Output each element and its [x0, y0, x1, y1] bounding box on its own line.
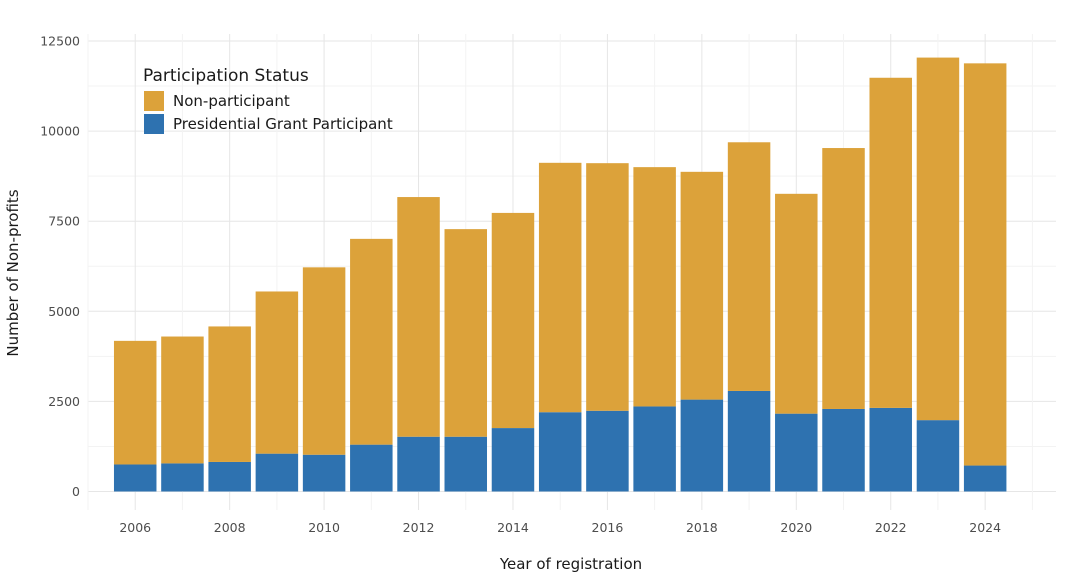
bar-non-participant-2023 — [916, 57, 960, 421]
bar-non-participant-2018 — [680, 171, 724, 400]
bar-presidential-grant-participant-2022 — [869, 407, 912, 492]
x-tick-label: 2016 — [592, 520, 624, 535]
bar-presidential-grant-participant-2016 — [586, 410, 629, 492]
legend-swatch-non-participant — [144, 91, 164, 111]
x-axis-ticks: 2006 2008 2010 2012 2014 2016 2018 2020 2022 2024 — [119, 520, 1001, 535]
bar-non-participant-2015 — [538, 162, 582, 413]
x-tick-label: 2008 — [214, 520, 246, 535]
bar-non-participant-2008 — [208, 326, 251, 462]
bar-non-participant-2016 — [586, 163, 629, 411]
bar-non-participant-2022 — [869, 77, 912, 408]
bar-non-participant-2020 — [775, 193, 818, 414]
legend: Participation Status Non-participant Pre… — [143, 66, 393, 134]
bar-non-participant-2006 — [113, 340, 157, 465]
bar-presidential-grant-participant-2020 — [775, 413, 818, 492]
y-tick-label: 0 — [72, 484, 80, 499]
y-axis-ticks: 0 2500 5000 7500 10000 12500 — [40, 34, 80, 500]
legend-title: Participation Status — [143, 66, 309, 86]
bar-presidential-grant-participant-2018 — [680, 399, 724, 492]
y-tick-label: 12500 — [40, 34, 80, 49]
x-tick-label: 2006 — [119, 520, 151, 535]
bar-presidential-grant-participant-2024 — [963, 465, 1007, 492]
x-tick-label: 2010 — [308, 520, 340, 535]
legend-label-presidential-grant-participant: Presidential Grant Participant — [173, 115, 393, 133]
legend-label-non-participant: Non-participant — [173, 92, 290, 110]
y-tick-label: 5000 — [48, 304, 80, 319]
x-tick-label: 2024 — [969, 520, 1001, 535]
y-tick-label: 7500 — [48, 214, 80, 229]
bar-presidential-grant-participant-2010 — [302, 454, 346, 492]
x-tick-label: 2018 — [686, 520, 718, 535]
bar-non-participant-2012 — [397, 197, 440, 437]
bar-presidential-grant-participant-2011 — [350, 444, 393, 492]
bar-presidential-grant-participant-2021 — [822, 408, 865, 492]
bar-non-participant-2024 — [963, 63, 1007, 466]
bar-presidential-grant-participant-2006 — [113, 464, 157, 492]
y-tick-label: 10000 — [40, 124, 80, 139]
bar-non-participant-2014 — [491, 212, 535, 429]
x-axis-title: Year of registration — [499, 555, 642, 572]
bar-presidential-grant-participant-2008 — [208, 461, 251, 492]
bar-presidential-grant-participant-2015 — [538, 412, 582, 492]
bar-presidential-grant-participant-2017 — [633, 406, 676, 492]
bar-presidential-grant-participant-2012 — [397, 436, 440, 492]
y-tick-label: 2500 — [48, 394, 80, 409]
legend-swatch-presidential-grant-participant — [144, 114, 164, 134]
bar-non-participant-2011 — [350, 238, 393, 445]
bar-presidential-grant-participant-2023 — [916, 420, 960, 492]
y-axis-title: Number of Non-profits — [4, 189, 22, 356]
bar-presidential-grant-participant-2007 — [161, 463, 204, 492]
bars — [113, 57, 1007, 492]
x-tick-label: 2022 — [875, 520, 907, 535]
x-tick-label: 2012 — [403, 520, 435, 535]
bar-presidential-grant-participant-2013 — [444, 436, 488, 492]
bar-non-participant-2019 — [727, 142, 771, 391]
bar-presidential-grant-participant-2014 — [491, 428, 535, 492]
x-tick-label: 2014 — [497, 520, 529, 535]
bar-non-participant-2021 — [822, 148, 865, 409]
bar-non-participant-2009 — [255, 291, 299, 454]
bar-non-participant-2017 — [633, 167, 676, 407]
bar-presidential-grant-participant-2019 — [727, 390, 771, 492]
bar-presidential-grant-participant-2009 — [255, 453, 299, 492]
bar-non-participant-2013 — [444, 229, 488, 437]
bar-non-participant-2007 — [161, 336, 204, 464]
x-tick-label: 2020 — [780, 520, 812, 535]
bar-non-participant-2010 — [302, 267, 346, 455]
